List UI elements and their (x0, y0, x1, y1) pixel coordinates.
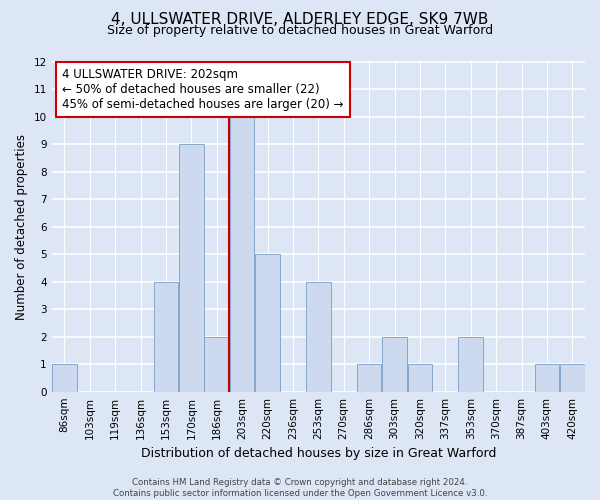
Bar (52, 364, 77, 392)
Bar (357, 364, 382, 392)
Text: Size of property relative to detached houses in Great Warford: Size of property relative to detached ho… (107, 24, 493, 37)
Y-axis label: Number of detached properties: Number of detached properties (15, 134, 28, 320)
Text: Contains HM Land Registry data © Crown copyright and database right 2024.
Contai: Contains HM Land Registry data © Crown c… (113, 478, 487, 498)
Bar (306, 282, 331, 392)
Text: 4, ULLSWATER DRIVE, ALDERLEY EDGE, SK9 7WB: 4, ULLSWATER DRIVE, ALDERLEY EDGE, SK9 7… (112, 12, 488, 28)
X-axis label: Distribution of detached houses by size in Great Warford: Distribution of detached houses by size … (140, 447, 496, 460)
Bar (179, 144, 203, 392)
Bar (382, 336, 407, 392)
Bar (154, 282, 178, 392)
Text: 4 ULLSWATER DRIVE: 202sqm
← 50% of detached houses are smaller (22)
45% of semi-: 4 ULLSWATER DRIVE: 202sqm ← 50% of detac… (62, 68, 344, 111)
Bar (560, 364, 584, 392)
Bar (458, 336, 483, 392)
Bar (255, 254, 280, 392)
Bar (205, 336, 229, 392)
Bar (230, 116, 254, 392)
Bar (407, 364, 432, 392)
Bar (535, 364, 559, 392)
